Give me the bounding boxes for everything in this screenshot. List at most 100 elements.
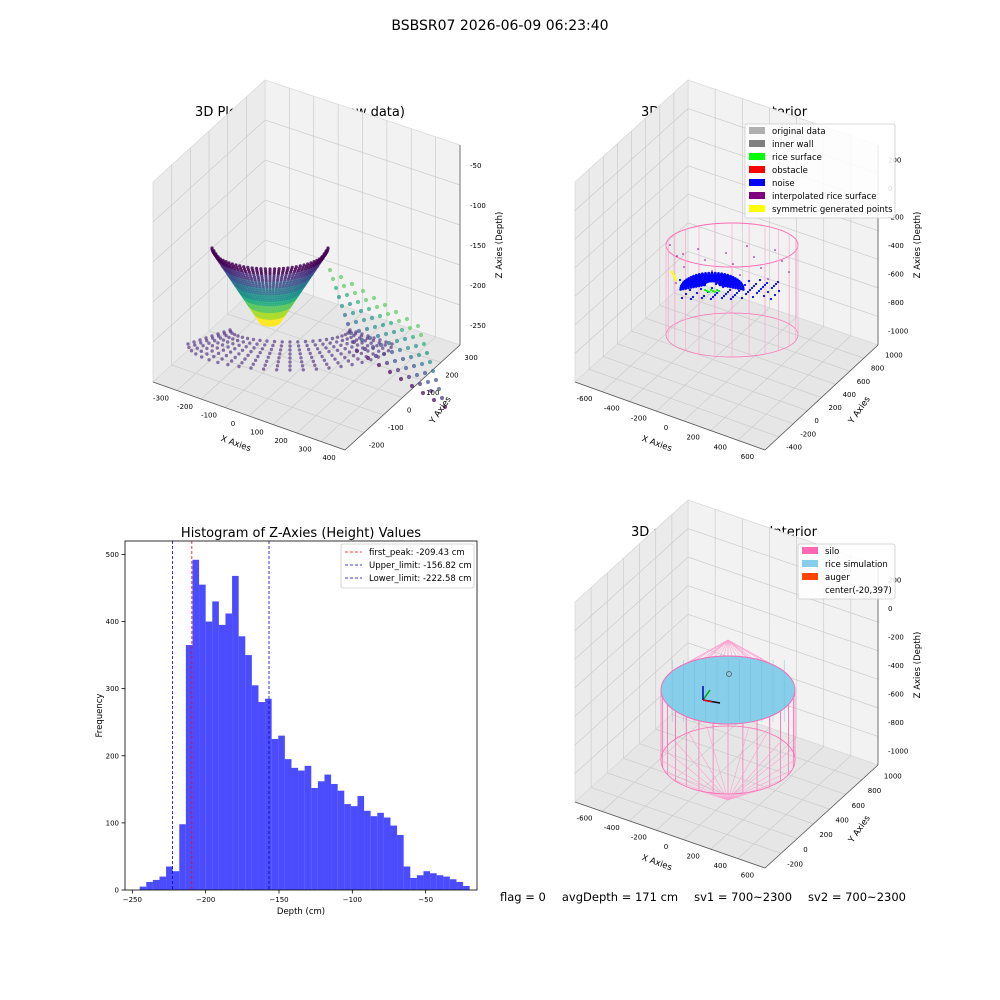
data-point — [310, 355, 314, 359]
tick-label: -200 — [177, 403, 193, 411]
data-point — [265, 289, 269, 293]
rice-surface-point — [709, 288, 713, 292]
tick-label: 200 — [828, 404, 841, 412]
legend-swatch — [749, 179, 765, 186]
gridline — [687, 251, 879, 317]
data-point — [271, 343, 275, 348]
histogram-bar — [258, 702, 266, 890]
data-point — [256, 354, 260, 359]
center-marker — [726, 671, 732, 677]
tick-label: 600 — [741, 871, 754, 879]
gridline — [574, 108, 689, 211]
noise-point — [770, 286, 774, 290]
noise-point — [743, 283, 747, 287]
interpolated-point — [753, 256, 755, 258]
data-point — [277, 267, 281, 271]
tick-label: 0 — [407, 406, 411, 414]
data-point — [268, 296, 272, 300]
noise-point — [692, 284, 696, 288]
data-point — [246, 265, 250, 269]
data-point — [207, 341, 211, 345]
data-point — [251, 362, 255, 366]
data-point — [345, 337, 349, 341]
data-point — [264, 280, 268, 284]
data-point — [317, 257, 322, 261]
data-point — [330, 353, 334, 357]
noise-point — [754, 282, 758, 286]
histogram-bar — [397, 834, 404, 890]
noise-point — [769, 297, 773, 301]
noise-point — [694, 282, 698, 286]
data-point — [213, 339, 217, 343]
data-point — [350, 340, 355, 344]
gridline — [737, 755, 852, 859]
gridline — [574, 136, 689, 240]
data-point — [371, 338, 375, 343]
data-point — [226, 345, 230, 349]
legend-swatch — [749, 205, 765, 212]
noise-point — [763, 283, 767, 287]
data-point — [425, 379, 431, 385]
data-point — [428, 388, 434, 394]
noise-point — [687, 277, 690, 280]
legend-label: original data — [772, 127, 826, 137]
symmetric-point — [670, 270, 674, 274]
data-point — [193, 343, 197, 347]
data-point — [405, 345, 411, 351]
gridline — [152, 119, 266, 223]
tick-label: -200 — [800, 430, 816, 438]
data-point — [309, 261, 313, 265]
histogram-bar — [463, 885, 470, 890]
noise-point — [717, 272, 720, 275]
data-point — [369, 341, 373, 345]
histogram-bar — [436, 875, 444, 890]
data-point — [224, 353, 229, 358]
data-point — [250, 266, 254, 270]
data-point — [324, 337, 329, 342]
legend-swatch — [749, 153, 765, 160]
gridline — [574, 251, 689, 354]
histogram-bar — [265, 698, 272, 890]
legend-label: rice simulation — [825, 560, 888, 570]
data-point — [414, 372, 420, 378]
data-point — [377, 313, 383, 319]
data-point — [311, 359, 315, 363]
noise-point — [701, 272, 704, 276]
histogram-bar — [166, 866, 173, 890]
data-point — [312, 260, 316, 264]
data-point — [372, 324, 378, 330]
data-point — [302, 263, 306, 267]
data-point — [263, 343, 267, 347]
data-point — [384, 340, 388, 344]
data-point — [417, 381, 423, 387]
data-point — [220, 343, 225, 347]
histogram-bar — [238, 636, 246, 890]
legend-label: silo — [825, 547, 839, 557]
data-point — [288, 360, 292, 364]
tick-label: -400 — [786, 443, 802, 451]
data-point — [268, 269, 272, 273]
gridline — [264, 239, 461, 306]
tick-label: 0 — [803, 846, 807, 854]
data-point — [346, 359, 351, 363]
tick-label: 400 — [714, 862, 727, 870]
data-point — [228, 350, 233, 354]
data-point — [231, 342, 235, 346]
panel-classify-3d: 3D classify of Silo Interior -600-400-20… — [574, 79, 923, 461]
data-point — [372, 336, 376, 340]
interpolated-point — [732, 263, 734, 265]
data-point — [339, 352, 343, 356]
data-point — [364, 354, 368, 359]
data-point — [199, 349, 203, 353]
tick-label: 0 — [814, 417, 818, 425]
data-point — [198, 338, 202, 342]
tick-label: 200 — [686, 852, 699, 860]
data-point — [398, 376, 404, 382]
data-point — [245, 336, 250, 341]
interpolated-point — [788, 271, 790, 273]
x-axis-line — [152, 381, 346, 451]
data-point — [308, 351, 312, 356]
data-point — [265, 296, 269, 300]
noise-point — [689, 297, 693, 301]
noise-point — [729, 274, 732, 278]
